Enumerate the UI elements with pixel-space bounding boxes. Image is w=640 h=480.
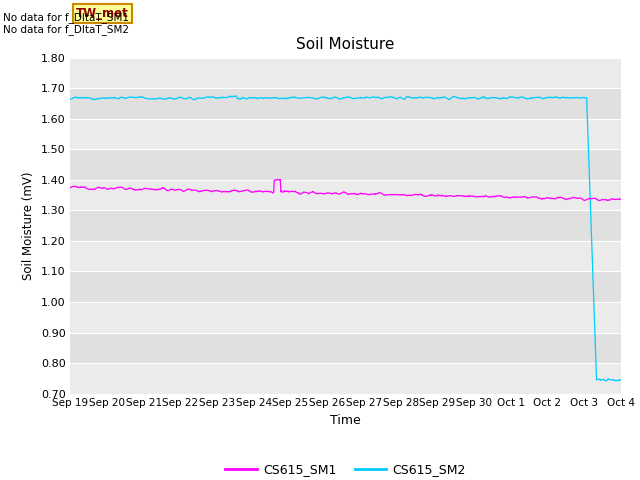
Bar [70,88,621,119]
Bar [70,180,621,210]
Bar [70,58,621,88]
Y-axis label: Soil Moisture (mV): Soil Moisture (mV) [22,171,35,280]
Text: TW_met: TW_met [76,7,129,20]
Text: No data for f_DltaT_SM1
No data for f_DltaT_SM2: No data for f_DltaT_SM1 No data for f_Dl… [3,12,129,36]
Bar [70,149,621,180]
X-axis label: Time: Time [330,414,361,427]
Bar [70,271,621,302]
Bar [70,333,621,363]
Legend: CS615_SM1, CS615_SM2: CS615_SM1, CS615_SM2 [220,458,471,480]
Bar [70,241,621,271]
Bar [70,119,621,149]
Bar [70,302,621,333]
Bar [70,210,621,241]
Bar [70,363,621,394]
Title: Soil Moisture: Soil Moisture [296,37,395,52]
